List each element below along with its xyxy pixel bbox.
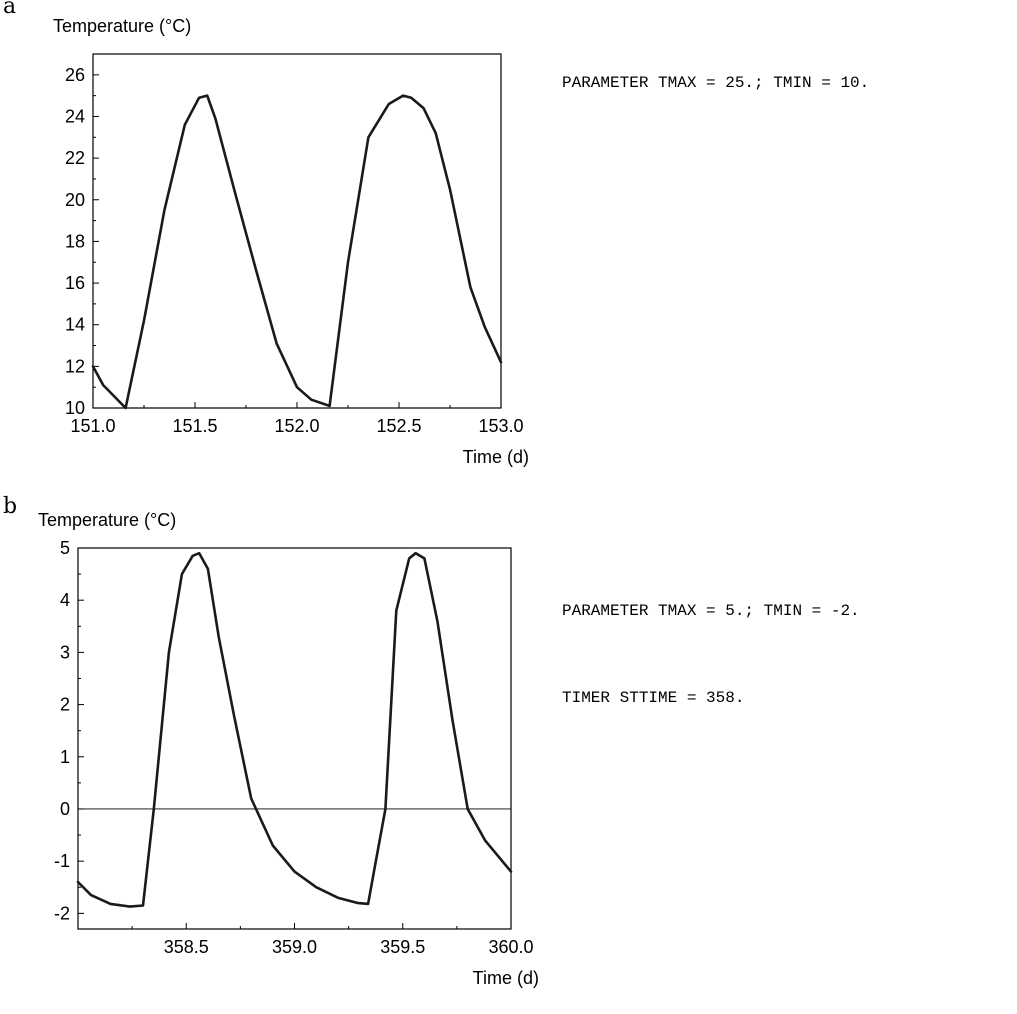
chart-b-y-tick-label: 4 — [60, 590, 70, 610]
chart-a-y-tick-label: 10 — [65, 398, 85, 418]
chart-a-x-axis-title: Time (d) — [463, 447, 529, 467]
chart-b-y-tick-label: -2 — [54, 903, 70, 923]
chart-b: Temperature (°C) -2 -1 0 1 2 3 4 5 358.5 359.0 359.… — [38, 510, 539, 988]
chart-b-y-tick-label: 2 — [60, 695, 70, 715]
chart-b-x-tick-label: 358.5 — [164, 937, 209, 957]
chart-a-x-tick-label: 151.5 — [172, 416, 217, 436]
chart-a-y-tick-label: 20 — [65, 190, 85, 210]
code-block-a: PARAMETER TMAX = 25.; TMIN = 10. — [562, 38, 869, 110]
code-line-b-2: TIMER STTIME = 358. — [562, 689, 745, 707]
chart-a-y-tick-label: 16 — [65, 273, 85, 293]
chart-b-x-tick-label: 359.0 — [272, 937, 317, 957]
chart-b-y-axis-title: Temperature (°C) — [38, 510, 176, 530]
chart-b-x-tick-label: 359.5 — [380, 937, 425, 957]
chart-b-y-tick-label: -1 — [54, 851, 70, 871]
chart-b-y-tick-label: 0 — [60, 799, 70, 819]
panel-label-b: b — [3, 494, 18, 519]
chart-a-y-tick-label: 26 — [65, 65, 85, 85]
chart-a-y-tick-label: 12 — [65, 356, 85, 376]
chart-a-x-tick-label: 152.0 — [274, 416, 319, 436]
chart-a-y-axis-title: Temperature (°C) — [53, 16, 191, 36]
code-line-b-1: PARAMETER TMAX = 5.; TMIN = -2. — [562, 602, 860, 620]
chart-b-x-tick-label: 360.0 — [488, 937, 533, 957]
chart-a-y-tick-label: 22 — [65, 148, 85, 168]
chart-a-x-tick-label: 151.0 — [70, 416, 115, 436]
code-block-b: PARAMETER TMAX = 5.; TMIN = -2. TIMER ST… — [562, 539, 860, 742]
chart-b-y-tick-label: 5 — [60, 538, 70, 558]
chart-a-y-tick-label: 14 — [65, 315, 85, 335]
chart-a-x-tick-label: 153.0 — [478, 416, 523, 436]
chart-a-plot-frame — [92, 53, 502, 409]
chart-b-series-line — [76, 551, 513, 908]
chart-a-y-tick-label: 18 — [65, 231, 85, 251]
chart-b-y-tick-label: 1 — [60, 747, 70, 767]
chart-a-series-line — [91, 94, 503, 410]
chart-a-y-tick-label: 24 — [65, 106, 85, 126]
chart-a: Temperature (°C) 10 12 14 16 18 20 22 24 26 151.0 1… — [53, 16, 529, 467]
chart-a-x-tick-label: 152.5 — [376, 416, 421, 436]
panel-label-a: a — [3, 0, 17, 19]
chart-b-y-tick-label: 3 — [60, 642, 70, 662]
chart-b-x-axis-title: Time (d) — [473, 968, 539, 988]
code-line-a-1: PARAMETER TMAX = 25.; TMIN = 10. — [562, 74, 870, 92]
